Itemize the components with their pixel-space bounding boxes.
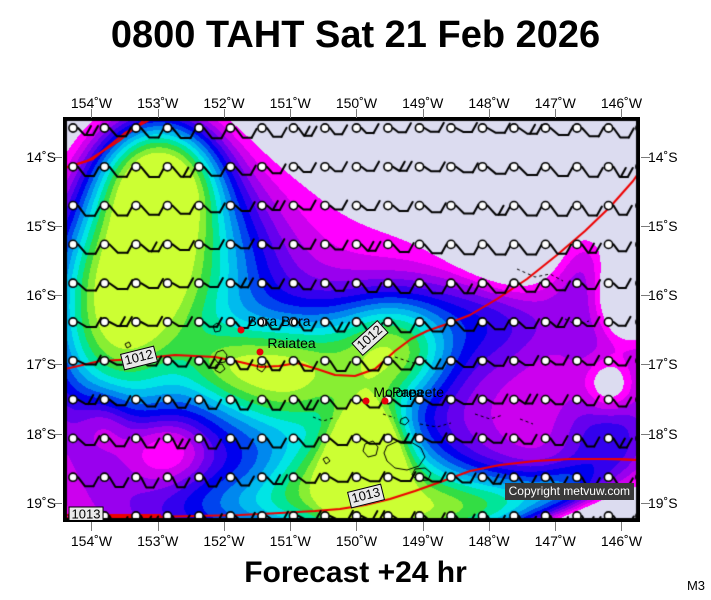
lon-tick bbox=[223, 522, 225, 531]
lon-tick-label-bottom: 147˚W bbox=[534, 533, 576, 549]
lon-tick-label-top: 147˚W bbox=[534, 95, 576, 111]
lat-tick bbox=[53, 157, 62, 159]
city-marker-raiatea bbox=[256, 348, 264, 356]
lon-tick bbox=[621, 522, 623, 531]
model-tag: M3 bbox=[686, 578, 705, 593]
lon-tick-label-bottom: 148˚W bbox=[468, 533, 510, 549]
map-raster bbox=[65, 119, 638, 520]
lon-tick bbox=[290, 109, 292, 118]
lon-tick-label-top: 151˚W bbox=[269, 95, 311, 111]
lon-tick-label-bottom: 153˚W bbox=[137, 533, 179, 549]
city-marker-papeete bbox=[381, 397, 389, 405]
lon-tick-label-top: 150˚W bbox=[335, 95, 378, 111]
lat-tick bbox=[53, 364, 62, 366]
lat-tick-label-left: 19˚S bbox=[26, 494, 56, 511]
lon-tick bbox=[488, 109, 490, 118]
lon-tick bbox=[555, 522, 557, 531]
lat-tick bbox=[641, 502, 650, 504]
lon-tick bbox=[555, 109, 557, 118]
lon-tick bbox=[621, 109, 623, 118]
lat-tick bbox=[641, 226, 650, 228]
lon-tick-label-bottom: 151˚W bbox=[269, 533, 311, 549]
lat-tick-label-left: 18˚S bbox=[26, 425, 56, 442]
lon-tick bbox=[157, 522, 159, 531]
lon-tick-label-bottom: 154˚W bbox=[70, 533, 113, 549]
lon-tick bbox=[91, 522, 93, 531]
lon-tick bbox=[422, 522, 424, 531]
lon-tick-label-top: 154˚W bbox=[70, 95, 113, 111]
forecast-map[interactable]: Bora Bora Raiatea Mo'orea Papeete 1012 1012 10… bbox=[63, 117, 640, 522]
lat-tick bbox=[641, 364, 650, 366]
lon-tick bbox=[356, 109, 358, 118]
lon-tick bbox=[290, 522, 292, 531]
lat-tick bbox=[53, 295, 62, 297]
lat-tick-label-right: 17˚S bbox=[648, 356, 678, 373]
lat-tick-label-right: 14˚S bbox=[648, 149, 678, 166]
city-marker-bora-bora bbox=[237, 326, 245, 334]
lat-tick-label-left: 16˚S bbox=[26, 287, 56, 304]
lon-tick-label-top: 149˚W bbox=[402, 95, 444, 111]
city-marker-mo-orea bbox=[362, 397, 370, 405]
page-title: 0800 TAHT Sat 21 Feb 2026 bbox=[110, 14, 601, 56]
lon-tick-label-bottom: 146˚W bbox=[600, 533, 643, 549]
lon-tick-label-bottom: 152˚W bbox=[203, 533, 245, 549]
lat-tick-label-left: 17˚S bbox=[26, 356, 56, 373]
forecast-label: Forecast +24 hr bbox=[244, 556, 467, 589]
lon-tick bbox=[488, 522, 490, 531]
isobar-label: 1013 bbox=[68, 506, 104, 520]
lon-tick bbox=[356, 522, 358, 531]
lat-tick-label-right: 15˚S bbox=[648, 218, 678, 235]
lat-tick bbox=[53, 226, 62, 228]
lon-tick bbox=[91, 109, 93, 118]
lat-tick bbox=[53, 502, 62, 504]
lon-tick bbox=[422, 109, 424, 118]
lat-tick bbox=[641, 433, 650, 435]
lon-tick-label-top: 152˚W bbox=[203, 95, 245, 111]
lat-tick-label-right: 19˚S bbox=[648, 494, 678, 511]
copyright-badge: Copyright metvuw.com bbox=[504, 483, 634, 500]
lon-tick bbox=[223, 109, 225, 118]
lat-tick-label-right: 18˚S bbox=[648, 425, 678, 442]
lat-tick bbox=[641, 157, 650, 159]
lon-tick-label-top: 146˚W bbox=[600, 95, 643, 111]
lat-tick-label-left: 15˚S bbox=[26, 218, 56, 235]
lat-tick bbox=[53, 433, 62, 435]
lat-tick-label-right: 16˚S bbox=[648, 287, 678, 304]
lon-tick bbox=[157, 109, 159, 118]
lon-tick-label-top: 148˚W bbox=[468, 95, 510, 111]
lon-tick-label-bottom: 149˚W bbox=[402, 533, 444, 549]
lon-tick-label-bottom: 150˚W bbox=[335, 533, 378, 549]
lat-tick bbox=[641, 295, 650, 297]
lon-tick-label-top: 153˚W bbox=[137, 95, 179, 111]
lat-tick-label-left: 14˚S bbox=[26, 149, 56, 166]
